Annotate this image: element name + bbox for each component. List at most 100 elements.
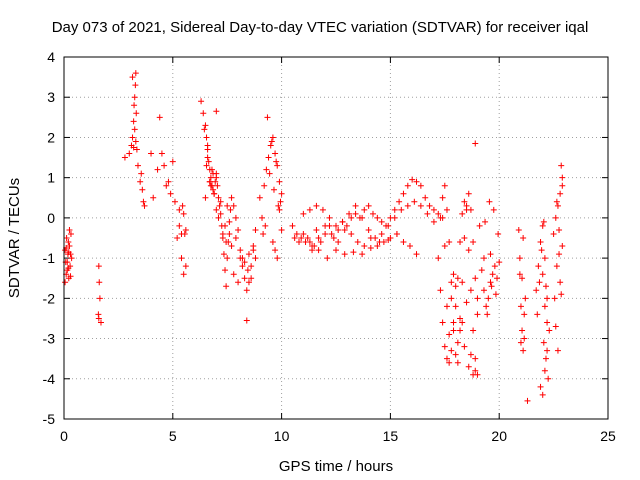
data-point — [539, 391, 546, 398]
y-tick-label: -4 — [43, 371, 56, 387]
data-point — [131, 126, 138, 133]
data-point — [300, 230, 307, 237]
data-point — [450, 319, 457, 326]
data-point — [552, 214, 559, 221]
data-point — [211, 190, 218, 197]
data-point — [134, 162, 141, 169]
data-point — [417, 182, 424, 189]
data-point — [273, 158, 280, 165]
data-point — [446, 359, 453, 366]
data-point — [341, 226, 348, 233]
data-point — [248, 275, 255, 282]
data-point — [544, 319, 551, 326]
data-point — [202, 194, 209, 201]
data-point — [522, 295, 529, 302]
data-point — [126, 150, 133, 157]
data-point — [459, 210, 466, 217]
data-point — [452, 283, 459, 290]
data-point — [400, 239, 407, 246]
data-point — [267, 142, 274, 149]
data-point — [521, 311, 528, 318]
x-tick-label: 10 — [274, 428, 290, 444]
data-point — [129, 74, 136, 81]
data-point — [346, 210, 353, 217]
data-point — [393, 230, 400, 237]
data-point — [495, 230, 502, 237]
data-point — [515, 226, 522, 233]
data-point — [461, 343, 468, 350]
data-points — [62, 70, 566, 404]
data-point — [417, 202, 424, 209]
data-point — [226, 218, 233, 225]
data-point — [165, 178, 172, 185]
data-point — [540, 218, 547, 225]
data-point — [544, 347, 551, 354]
data-point — [212, 178, 219, 185]
data-point — [96, 279, 103, 286]
data-point — [474, 295, 481, 302]
data-point — [174, 235, 181, 241]
data-point — [452, 351, 459, 358]
data-point — [216, 202, 223, 209]
data-point — [121, 154, 128, 161]
data-point — [385, 222, 392, 229]
data-point — [552, 323, 559, 330]
data-point — [300, 210, 307, 217]
data-point — [67, 273, 74, 280]
data-point — [465, 247, 472, 254]
data-point — [131, 102, 138, 109]
data-point — [443, 303, 450, 310]
data-point — [223, 283, 230, 290]
data-point — [130, 144, 137, 151]
data-point — [130, 118, 137, 125]
data-point — [207, 174, 214, 181]
data-point — [435, 255, 442, 262]
data-point — [457, 315, 464, 322]
data-point — [96, 295, 103, 302]
data-point — [463, 299, 470, 306]
data-point — [404, 202, 411, 209]
data-point — [443, 355, 450, 362]
data-point — [214, 182, 221, 189]
data-point — [541, 303, 548, 310]
data-point — [496, 259, 503, 266]
y-axis-label: SDTVAR / TECUs — [6, 178, 23, 298]
data-point — [339, 218, 346, 225]
data-point — [228, 194, 235, 201]
data-point — [365, 226, 372, 233]
data-point — [272, 150, 279, 157]
data-point — [235, 226, 242, 233]
data-point — [556, 226, 563, 233]
data-point — [276, 206, 283, 213]
y-tick-label: 4 — [47, 49, 55, 65]
data-point — [313, 202, 320, 209]
data-point — [544, 295, 551, 302]
data-point — [243, 287, 250, 294]
data-point — [129, 134, 136, 141]
data-point — [557, 279, 564, 286]
data-point — [470, 239, 477, 246]
data-point — [352, 210, 359, 217]
data-point — [435, 210, 442, 217]
data-point — [306, 206, 313, 213]
data-point — [317, 239, 324, 246]
x-tick-label: 20 — [491, 428, 507, 444]
data-point — [378, 230, 385, 237]
data-point — [454, 275, 461, 282]
data-point — [207, 182, 214, 189]
data-point — [333, 222, 339, 229]
data-point — [65, 239, 72, 246]
data-point — [230, 202, 237, 209]
data-point — [222, 267, 229, 274]
data-point — [178, 255, 185, 262]
data-point — [213, 206, 220, 213]
data-point — [439, 319, 446, 326]
data-point — [352, 202, 359, 209]
data-point — [450, 271, 457, 278]
y-tick-label: -3 — [43, 331, 56, 347]
data-point — [278, 190, 285, 197]
data-point — [359, 251, 366, 258]
data-point — [333, 247, 339, 254]
data-point — [296, 239, 303, 246]
data-point — [519, 275, 526, 282]
